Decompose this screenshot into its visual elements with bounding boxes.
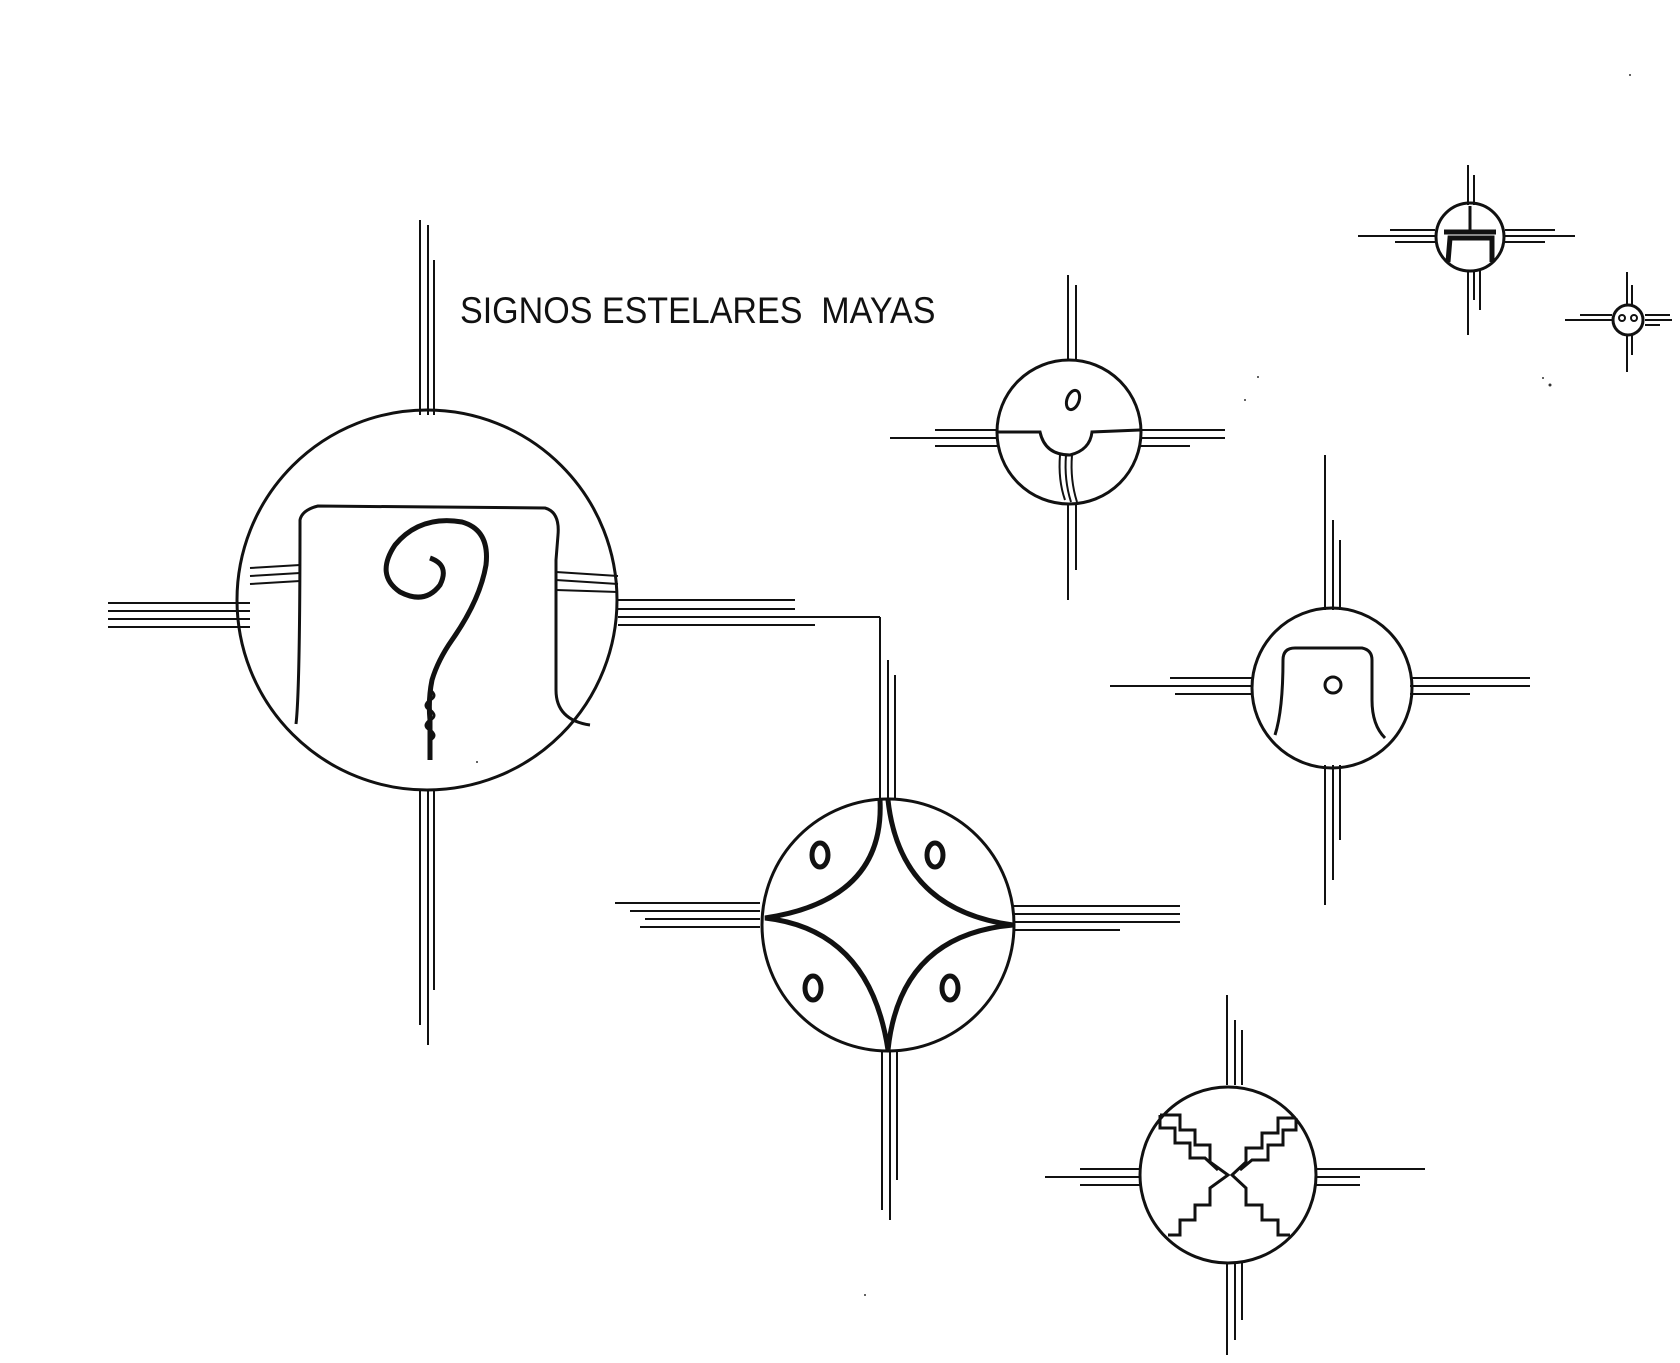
arch-dot-star-rays [1110, 455, 1530, 905]
arch-dot-star-glyph [1110, 455, 1530, 905]
dot-icon [802, 973, 824, 1003]
paper-specks [476, 74, 1631, 1296]
four-dots-star-glyph [615, 645, 1180, 1220]
four-dots-star-curve [764, 799, 1014, 1051]
arch-dot-star-frame [1273, 646, 1387, 740]
tiny-dots-star-glyph [1565, 272, 1672, 372]
fret-icon [1229, 1116, 1296, 1237]
dot-icon [809, 840, 831, 870]
dot-icon [1630, 314, 1638, 322]
dot-icon [939, 973, 961, 1003]
dot-notch-star-glyph [890, 275, 1225, 600]
fret-icon [1160, 1113, 1231, 1237]
small-arch-star-rays [1358, 165, 1575, 335]
tiny-dots-star-circle [1611, 303, 1645, 337]
stepped-fret-star-rays [1045, 995, 1425, 1355]
page-title: SIGNOS ESTELARES MAYAS [460, 290, 936, 331]
tiny-dots-star-rays [1565, 272, 1672, 372]
stepped-fret-star-circle [1138, 1085, 1318, 1265]
spiral-star-frame [294, 504, 591, 727]
dot-notch-star-rays [890, 275, 1225, 600]
four-dots-star-rays [615, 645, 1180, 1220]
dot-icon [924, 840, 946, 870]
stepped-fret-star-glyph [1045, 995, 1425, 1355]
small-arch-star-glyph [1358, 165, 1575, 335]
four-dots-star-circle [760, 797, 1016, 1053]
arch-dot-star-circle [1250, 606, 1414, 770]
spiral-icon [383, 518, 489, 760]
dot-icon [1618, 314, 1626, 322]
dot-icon [1323, 675, 1343, 695]
spiral-star-glyph [108, 220, 881, 1045]
spiral-star-circle [235, 408, 619, 792]
dot-icon [1064, 388, 1082, 412]
small-arch-star-circle [1434, 201, 1506, 273]
spiral-star-rays [108, 220, 881, 1045]
